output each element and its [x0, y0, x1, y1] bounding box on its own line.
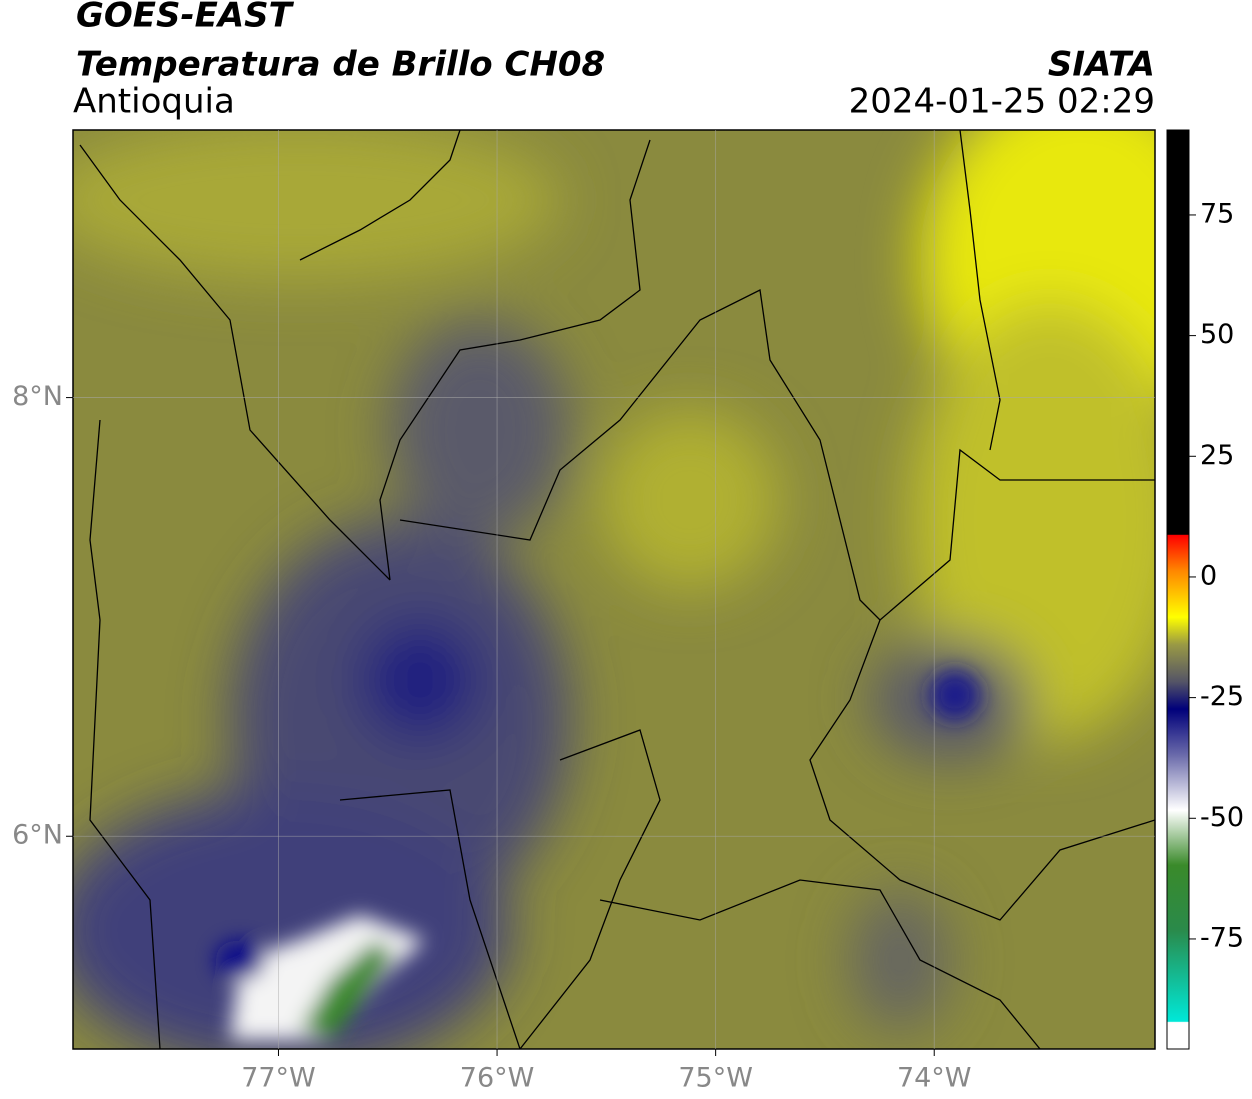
x-tick-label: 75°W: [678, 1063, 753, 1094]
y-tick-label: 6°N: [12, 820, 63, 851]
colorbar-tick-label: -25: [1200, 681, 1244, 712]
title: GOES-EAST: [76, 0, 295, 36]
colorbar: [1166, 129, 1190, 1050]
colorbar-tick-label: -75: [1200, 922, 1244, 953]
colorbar-tick-label: 75: [1200, 198, 1234, 229]
x-tick-label: 76°W: [460, 1063, 535, 1094]
colorbar-tick-label: 25: [1200, 440, 1234, 471]
y-tick-label: 8°N: [12, 381, 63, 412]
colorbar-tick-label: 50: [1200, 319, 1234, 350]
map-frame: [72, 129, 1156, 1050]
colorbar-tick-label: 0: [1200, 560, 1217, 591]
map-image: [73, 130, 1155, 1049]
x-tick-label: 77°W: [241, 1063, 316, 1094]
region: Antioquia: [73, 82, 235, 122]
datetime: 2024-01-25 02:29: [849, 82, 1155, 122]
subtitle: Temperatura de Brillo CH08: [76, 45, 605, 85]
colorbar-tick-label: -50: [1200, 802, 1244, 833]
source: SIATA: [1048, 45, 1155, 85]
x-tick-label: 74°W: [897, 1063, 972, 1094]
